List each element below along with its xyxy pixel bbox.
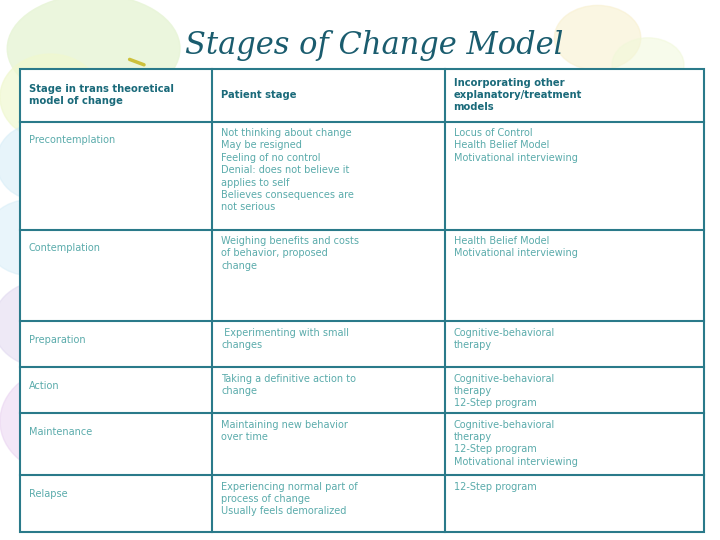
Ellipse shape — [0, 367, 130, 475]
Ellipse shape — [0, 54, 101, 140]
Text: Cognitive-behavioral
therapy: Cognitive-behavioral therapy — [454, 328, 555, 350]
Text: Not thinking about change
May be resigned
Feeling of no control
Denial: does not: Not thinking about change May be resigne… — [221, 128, 354, 212]
Ellipse shape — [612, 38, 684, 92]
Ellipse shape — [0, 281, 94, 367]
Ellipse shape — [7, 0, 180, 103]
Text: Maintaining new behavior
over time: Maintaining new behavior over time — [221, 420, 348, 442]
Text: Patient stage: Patient stage — [221, 90, 297, 100]
Text: Health Belief Model
Motivational interviewing: Health Belief Model Motivational intervi… — [454, 236, 577, 258]
Text: Cognitive-behavioral
therapy
12-Step program
Motivational interviewing: Cognitive-behavioral therapy 12-Step pro… — [454, 420, 577, 467]
Text: 12-Step program: 12-Step program — [454, 482, 536, 492]
Text: Locus of Control
Health Belief Model
Motivational interviewing: Locus of Control Health Belief Model Mot… — [454, 128, 577, 163]
Text: Taking a definitive action to
change: Taking a definitive action to change — [221, 374, 356, 396]
Text: Experiencing normal part of
process of change
Usually feels demoralized: Experiencing normal part of process of c… — [221, 482, 358, 516]
Text: Maintenance: Maintenance — [29, 427, 92, 437]
Text: Action: Action — [29, 381, 60, 391]
Text: Relapse: Relapse — [29, 489, 68, 499]
Ellipse shape — [0, 124, 76, 200]
Text: Stage in trans theoretical
model of change: Stage in trans theoretical model of chan… — [29, 84, 174, 106]
Ellipse shape — [0, 200, 72, 275]
Text: Cognitive-behavioral
therapy
12-Step program: Cognitive-behavioral therapy 12-Step pro… — [454, 374, 555, 408]
Text: Preparation: Preparation — [29, 335, 86, 345]
Ellipse shape — [554, 5, 641, 70]
Text: Weighing benefits and costs
of behavior, proposed
change: Weighing benefits and costs of behavior,… — [221, 236, 359, 271]
Text: Precontemplation: Precontemplation — [29, 135, 115, 145]
Text: Incorporating other
explanatory/treatment
models: Incorporating other explanatory/treatmen… — [454, 78, 582, 112]
Text: Stages of Change Model: Stages of Change Model — [185, 30, 564, 60]
Text: Experimenting with small
changes: Experimenting with small changes — [221, 328, 349, 350]
Bar — [20, 69, 704, 532]
Text: Contemplation: Contemplation — [29, 243, 101, 253]
